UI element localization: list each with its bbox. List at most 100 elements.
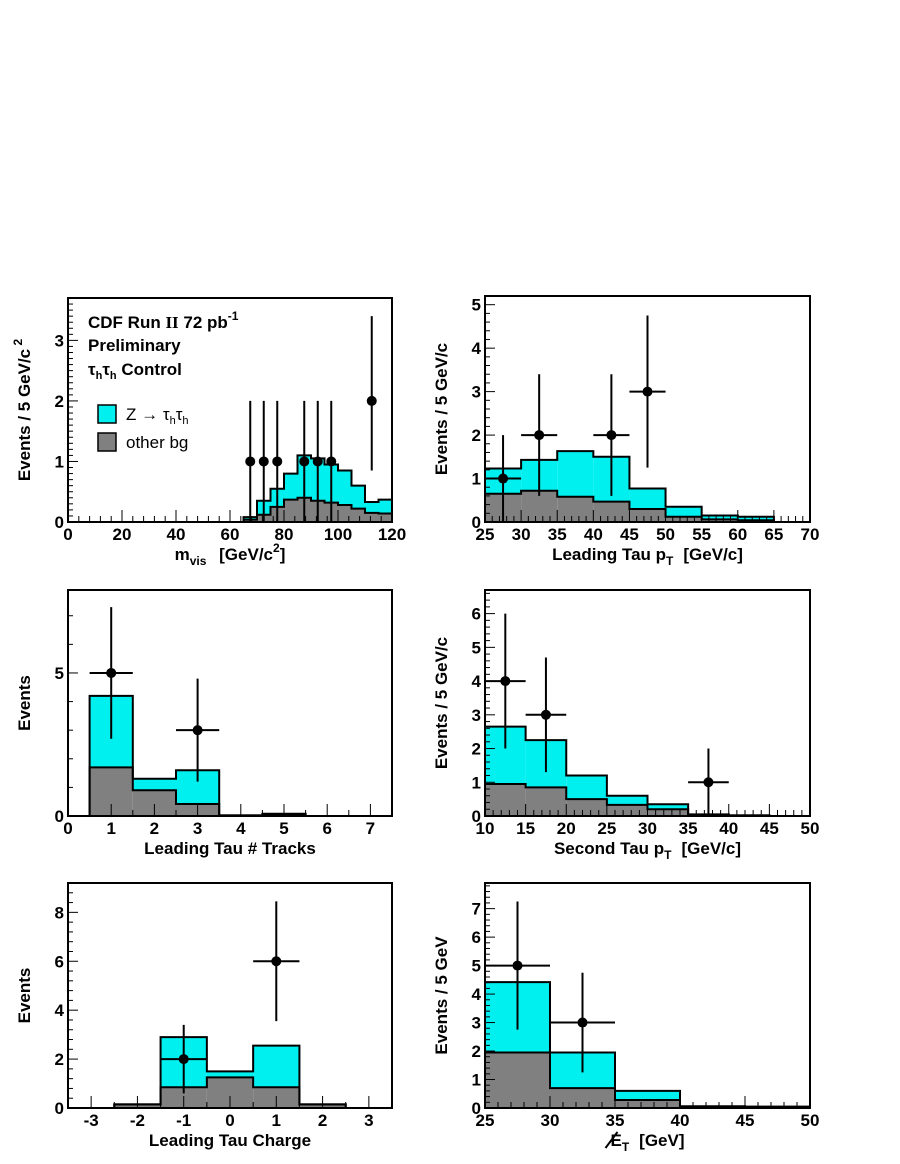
y-tick-label: 0 — [472, 513, 481, 532]
data-point — [106, 667, 117, 678]
x-tick-label: 3 — [364, 1111, 373, 1130]
y-axis-title: Events — [15, 675, 34, 731]
x-tick-label: 80 — [275, 525, 294, 544]
y-tick-label: 0 — [472, 807, 481, 826]
x-tick-label: 20 — [113, 525, 132, 544]
signal-bin — [253, 1045, 300, 1088]
signal-bin — [132, 778, 176, 791]
background-bin — [485, 783, 526, 816]
background-bin — [566, 799, 607, 816]
background-bin — [606, 804, 648, 816]
panel-leading-tau-charge-histogram: -3 -2 -1 0 1 2 3 0 2 4 6 8 Leading Tau Charge Events — [15, 882, 393, 1150]
x-tick-label: 30 — [512, 525, 531, 544]
data-point — [326, 456, 337, 467]
info-run-label: CDF Run II 72 pb-1 — [88, 309, 239, 332]
background-bin — [485, 1052, 550, 1108]
background-bin — [629, 508, 666, 522]
x-tick-label: 45 — [620, 525, 639, 544]
y-tick-label: 6 — [55, 952, 64, 971]
info-preliminary-label: Preliminary — [88, 336, 181, 355]
data-point — [245, 456, 256, 467]
y-tick-label: 3 — [55, 331, 64, 350]
data-point — [703, 777, 714, 788]
background-bin — [647, 809, 689, 816]
x-tick-label: 30 — [541, 1111, 560, 1130]
x-tick-label: 55 — [692, 525, 711, 544]
x-tick-label: -3 — [84, 1111, 99, 1130]
y-tick-label: 2 — [55, 392, 64, 411]
signal-bin — [351, 485, 365, 509]
data-point — [272, 456, 283, 467]
data-point — [258, 456, 269, 467]
x-tick-label: 120 — [378, 525, 406, 544]
background-bin — [338, 505, 352, 522]
x-axis-title: Leading Tau pT [GeV/c] — [552, 545, 743, 568]
x-tick-label: 10 — [476, 819, 495, 838]
y-tick-label: 4 — [55, 1001, 65, 1020]
y-axis-title: Events / 5 GeV/c 2 — [11, 339, 34, 482]
data-point — [512, 960, 523, 971]
x-tick-label: 45 — [760, 819, 779, 838]
y-tick-label: 1 — [472, 1071, 481, 1090]
signal-bin — [206, 1071, 254, 1078]
x-tick-label: 15 — [516, 819, 535, 838]
background-bin — [378, 513, 392, 522]
background-bin — [525, 787, 567, 816]
data-point — [498, 473, 509, 484]
x-tick-label: 25 — [597, 819, 616, 838]
data-point — [642, 386, 653, 397]
signal-bin — [737, 516, 774, 521]
signal-bin — [647, 804, 689, 810]
signal-bin — [284, 473, 298, 500]
met-slash — [604, 1131, 619, 1149]
x-tick-label: 40 — [719, 819, 738, 838]
x-tick-label: 40 — [584, 525, 603, 544]
x-tick-label: 60 — [728, 525, 747, 544]
panel-mvis-histogram: 0 20 40 60 80 100 120 0 1 2 3 mvis [GeV/c2] Events /… — [11, 297, 406, 568]
y-tick-label: 4 — [472, 672, 482, 691]
y-tick-label: 5 — [472, 296, 481, 315]
y-tick-label: 4 — [472, 339, 482, 358]
signal-bin — [557, 451, 594, 497]
background-bin — [550, 1088, 615, 1108]
y-tick-label: 2 — [472, 426, 481, 445]
y-axis-title: Events — [15, 968, 34, 1024]
x-tick-label: 65 — [764, 525, 783, 544]
x-tick-label: 5 — [279, 819, 288, 838]
y-tick-label: 0 — [55, 513, 64, 532]
x-tick-label: 40 — [671, 1111, 690, 1130]
x-axis-title: Leading Tau # Tracks — [144, 839, 316, 858]
signal-bin — [665, 506, 702, 517]
x-tick-label: 4 — [236, 819, 246, 838]
y-tick-label: 8 — [55, 903, 64, 922]
x-tick-label: 30 — [638, 819, 657, 838]
plot-frame — [484, 882, 811, 1109]
x-tick-label: 70 — [801, 525, 820, 544]
data-point — [540, 709, 551, 720]
x-tick-label: 40 — [167, 525, 186, 544]
x-axis-title: Second Tau pT [GeV/c] — [554, 839, 741, 862]
background-bin — [593, 501, 630, 522]
y-tick-label: 1 — [472, 773, 481, 792]
legend-signal-swatch — [97, 404, 117, 424]
background-bin — [521, 490, 558, 522]
y-tick-label: 5 — [472, 957, 481, 976]
signal-bin — [378, 499, 392, 514]
x-tick-label: 45 — [736, 1111, 755, 1130]
signal-bin — [365, 502, 379, 513]
data-point — [312, 456, 323, 467]
background-bin — [351, 508, 365, 522]
background-bin — [284, 499, 298, 522]
data-point — [271, 956, 282, 967]
legend-signal-label: Z → τhτh — [126, 405, 189, 427]
data-point — [178, 1054, 189, 1065]
y-tick-label: 5 — [472, 638, 481, 657]
y-tick-label: 6 — [472, 928, 481, 947]
signal-outline — [484, 981, 811, 1108]
y-axis-title: Events / 5 GeV — [432, 936, 451, 1055]
background-bin — [665, 516, 702, 522]
x-tick-label: 6 — [322, 819, 331, 838]
y-tick-label: 1 — [55, 452, 64, 471]
